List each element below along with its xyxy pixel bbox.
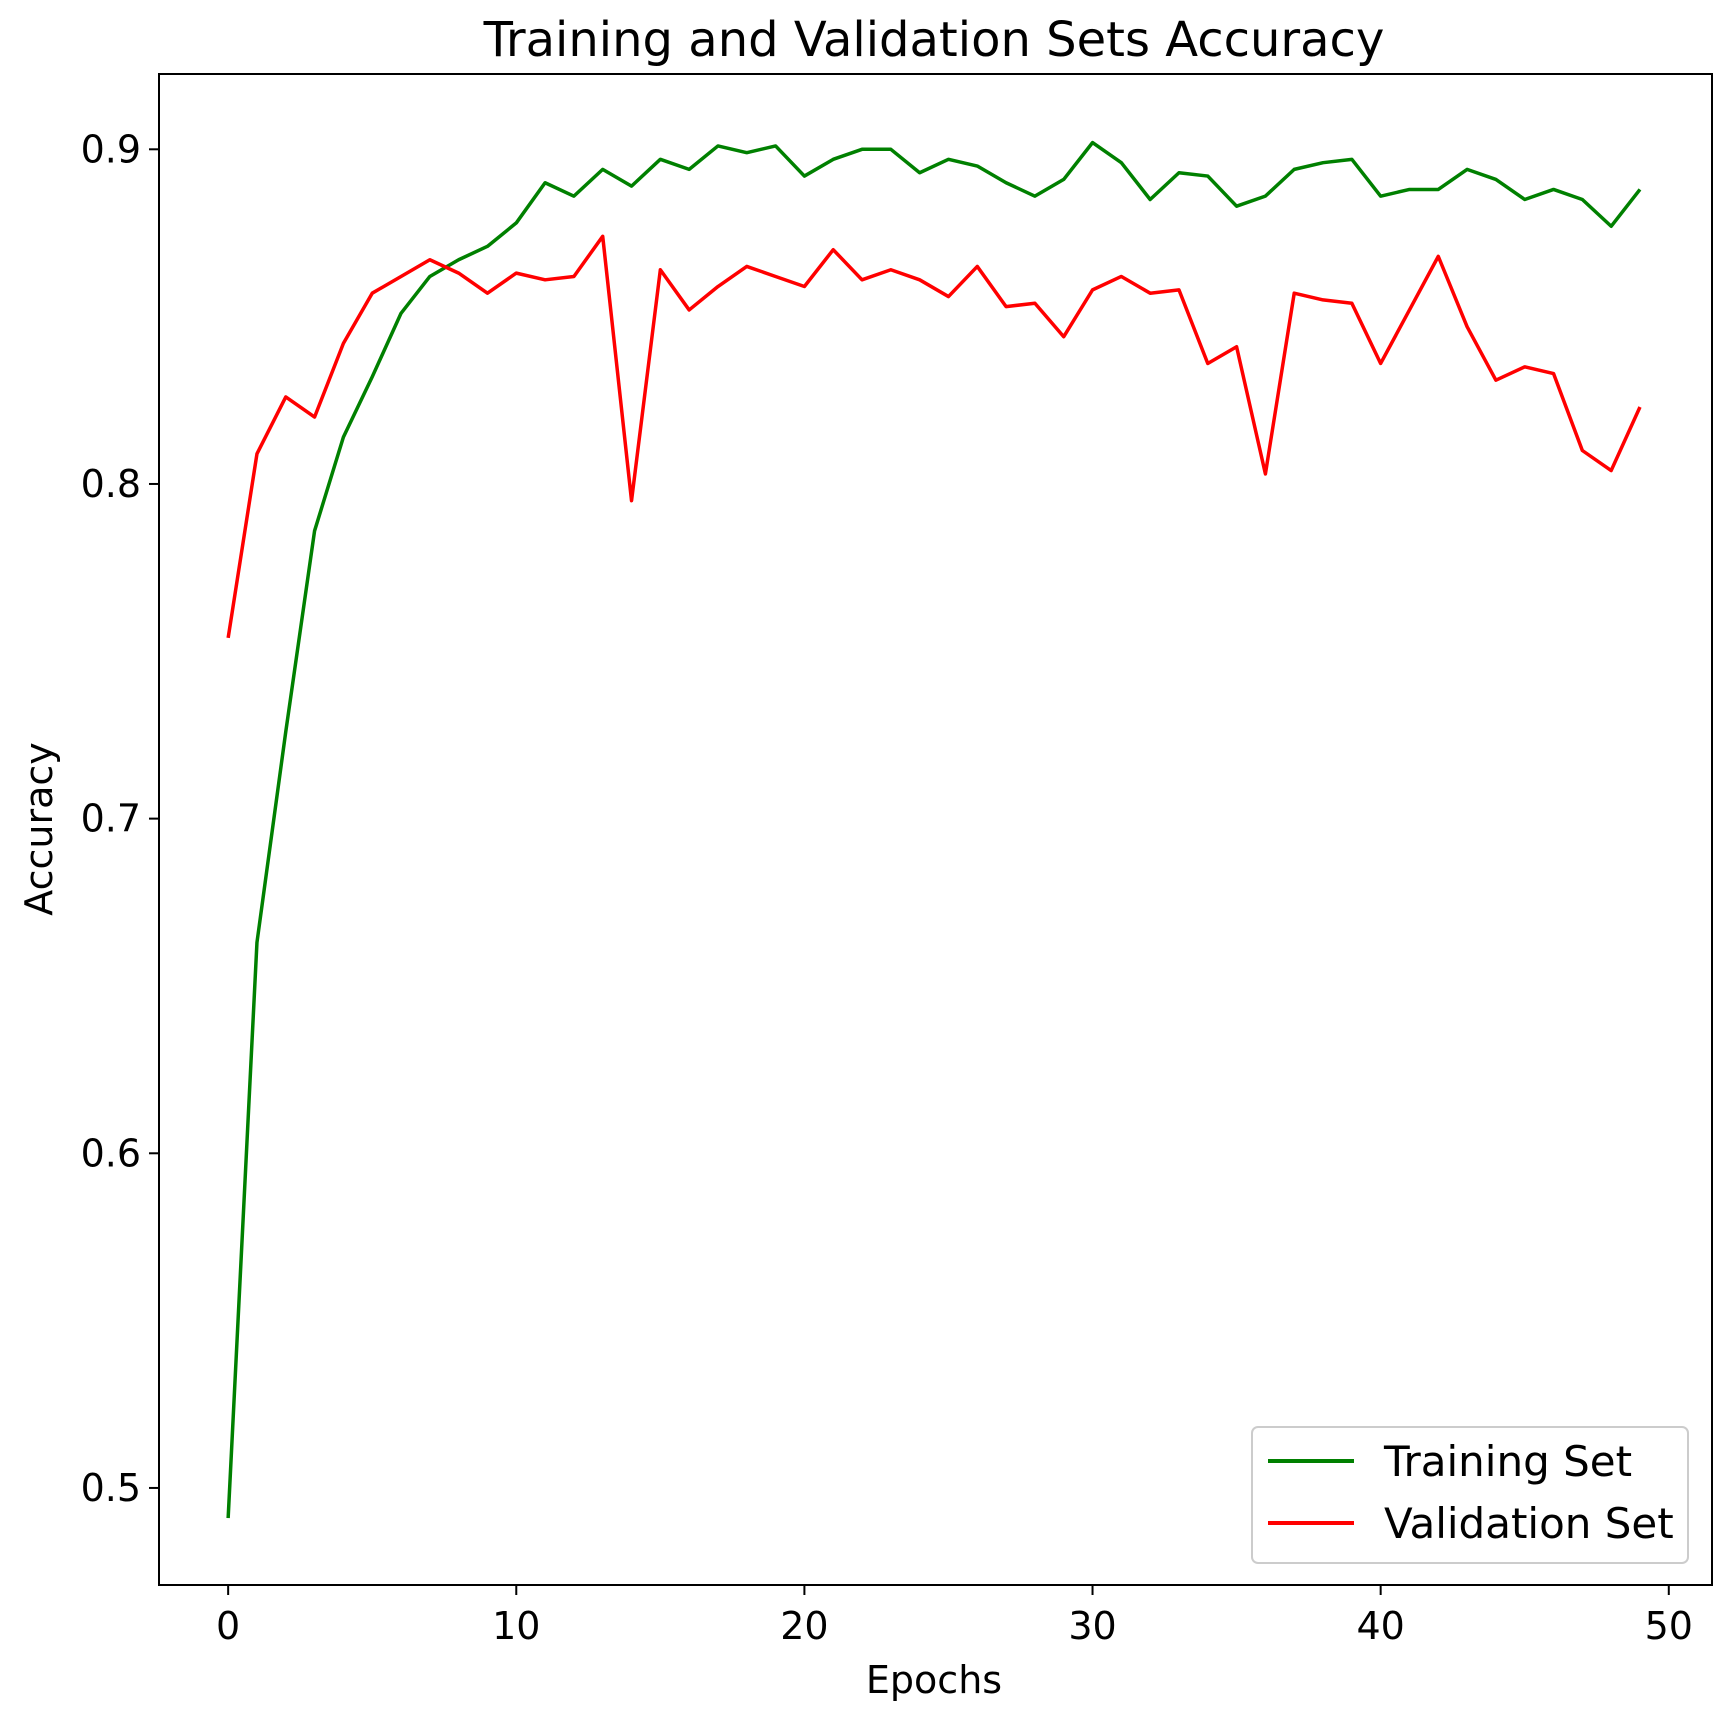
- x-tick-label: 0: [216, 1604, 240, 1648]
- x-axis-label: Epochs: [866, 1658, 1002, 1702]
- x-tick-label: 20: [780, 1604, 828, 1648]
- legend-label-validation-set: Validation Set: [1384, 1499, 1674, 1548]
- series-line-training-set: [226, 140, 1642, 1519]
- y-tick-label: 0.9: [81, 127, 141, 171]
- x-tick-label: 50: [1645, 1604, 1693, 1648]
- y-axis-ticks: 0.5 0.6 0.7 0.8 0.9: [81, 127, 159, 1510]
- legend-label-training-set: Training Set: [1383, 1437, 1632, 1486]
- series-line-validation-set: [226, 234, 1642, 639]
- y-tick-label: 0.5: [81, 1466, 141, 1510]
- legend-box: [1251, 1426, 1689, 1564]
- chart-title: Training and Validation Sets Accuracy: [483, 12, 1385, 68]
- series-layer: [226, 140, 1642, 1519]
- y-tick-label: 0.7: [81, 797, 141, 841]
- plot-frame: [158, 73, 1713, 1586]
- x-tick-label: 30: [1068, 1604, 1116, 1648]
- y-axis-label: Accuracy: [17, 742, 61, 916]
- x-tick-label: 40: [1356, 1604, 1404, 1648]
- y-tick-label: 0.6: [81, 1131, 141, 1175]
- y-tick-label: 0.8: [81, 462, 141, 506]
- x-axis-ticks: 0 10 20 30 40 50: [216, 1585, 1693, 1648]
- x-tick-label: 10: [492, 1604, 540, 1648]
- legend: Training Set Validation Set: [1251, 1426, 1689, 1564]
